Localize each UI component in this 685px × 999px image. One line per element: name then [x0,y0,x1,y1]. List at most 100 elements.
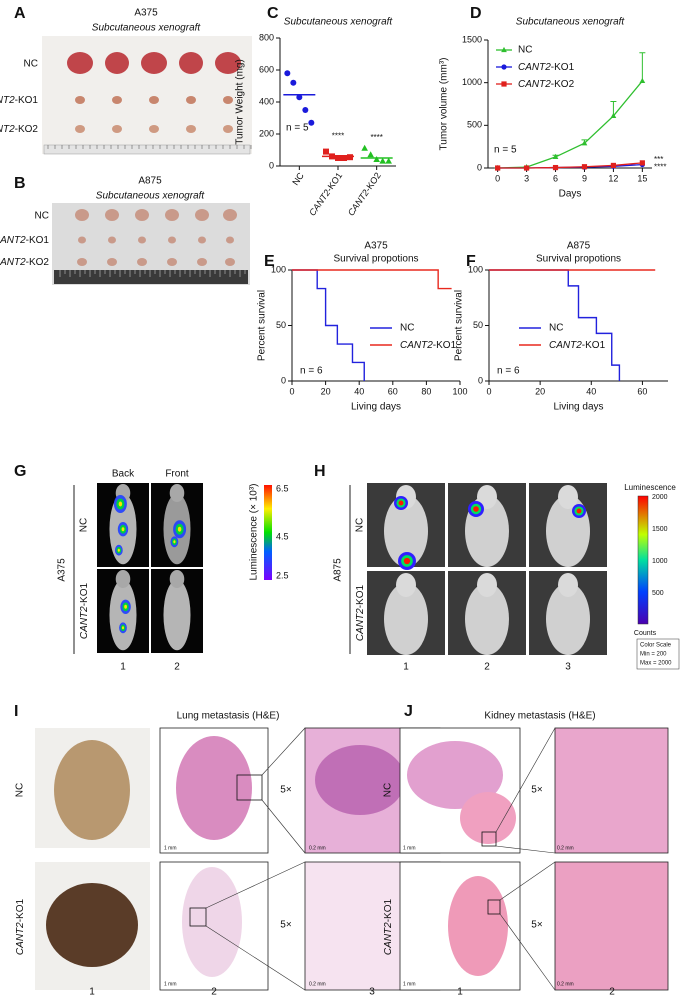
colorbar-tick: 4.5 [276,531,289,541]
marker [323,148,329,155]
tissue [176,736,252,840]
tumor [167,258,177,266]
marker [495,165,501,171]
chart-title: Subcutaneous xenograft [284,17,394,28]
colorbar-tick: 1000 [652,558,668,565]
zoom-line [261,727,306,776]
tumor [75,125,85,133]
mouse-head [477,485,497,509]
scale-bar-label: 1 mm [164,981,177,987]
sample-number: 3 [565,662,571,673]
zoom-label: 5× [280,785,292,796]
zoom-label: 5× [280,920,292,931]
x-tick-label: 15 [637,173,647,183]
y-tick-label: 100 [468,264,483,274]
y-axis-label: Percent survival [454,290,465,361]
scale-text: Min = 200 [640,652,667,658]
photos [35,36,669,991]
marker [501,46,507,53]
x-tick-label: 20 [535,386,545,396]
row-label: CANT2-KO1 [0,95,38,106]
row-label: NC [35,211,49,222]
x-axis-label: Living days [351,402,401,413]
tumor [112,96,122,104]
zoom-line [205,861,306,909]
colorbar-unit: Counts [634,630,657,637]
x-tick-label: 0 [486,386,491,396]
x-tick-label: 0 [495,173,500,183]
marker [296,94,303,101]
tumor [215,52,241,74]
column-label: Front [165,469,189,480]
signal [473,506,479,512]
histology-image [554,861,669,991]
row-label: CANT2-KO1 [355,584,366,641]
colorbar-tick: 6.5 [276,483,289,493]
line [497,162,643,169]
marker [335,155,341,161]
panel-label: A [14,5,26,22]
tumor [223,96,233,104]
y-tick-label: 1000 [462,77,482,87]
mouse [546,583,590,655]
column-number: 2 [211,987,217,998]
mouse [163,579,191,651]
line [497,80,643,169]
column-label: Back [112,469,135,480]
tumor [112,125,122,133]
tumor [135,209,149,221]
signal [177,526,182,532]
panel-subtitle: Subcutaneous xenograft [92,23,202,34]
mouse-head [115,570,131,588]
panel-label: C [267,5,279,22]
signal [124,604,127,609]
annotation: *** [654,155,663,164]
sample-number: 2 [174,662,180,673]
y-tick-label: 400 [259,96,274,106]
y-tick-label: 0 [269,160,274,170]
x-tick-label: 9 [582,173,587,183]
panel-line: A875 [138,176,162,187]
signal [398,500,404,506]
tissue [460,792,516,844]
panel-subtitle: Subcutaneous xenograft [96,191,206,202]
tissue [182,867,242,977]
y-tick-label: 600 [259,64,274,74]
marker [501,81,507,87]
y-axis-label: Percent survival [257,290,268,361]
x-tick-label: 60 [388,386,398,396]
marker [308,119,315,126]
zoom-box [481,831,497,847]
group-label: A375 [57,558,68,582]
scale-bar-label: 1 mm [403,981,416,987]
x-tick-label: 40 [586,386,596,396]
colorbar-tick: 1500 [652,526,668,533]
panel-title: Kidney metastasis (H&E) [484,711,595,722]
marker [367,151,374,158]
signal [173,540,176,544]
tumor [141,52,167,74]
sample-number: 1 [403,662,409,673]
legend-label: CANT2-KO1 [518,62,575,73]
ruler [43,144,251,155]
marker [302,107,309,113]
lung [54,740,130,840]
y-tick-label: 1500 [462,34,482,44]
x-tick-label: 60 [637,386,647,396]
zoom-box [487,899,501,915]
y-tick-label: 200 [259,128,274,138]
scale-text: Color Scale [640,643,672,649]
panel-label: E [264,253,275,270]
scale-bar-label: 0.2 mm [309,845,326,851]
column-number: 1 [457,987,463,998]
panel-label: D [470,5,482,22]
y-tick-label: 50 [276,320,286,330]
row-label: NC [79,518,90,532]
tumor [195,209,209,221]
colorbar [264,485,272,580]
marker [552,164,559,171]
signal [117,548,120,552]
panel-label: G [14,463,26,480]
tumor [138,236,146,244]
zoom-line [499,913,556,991]
